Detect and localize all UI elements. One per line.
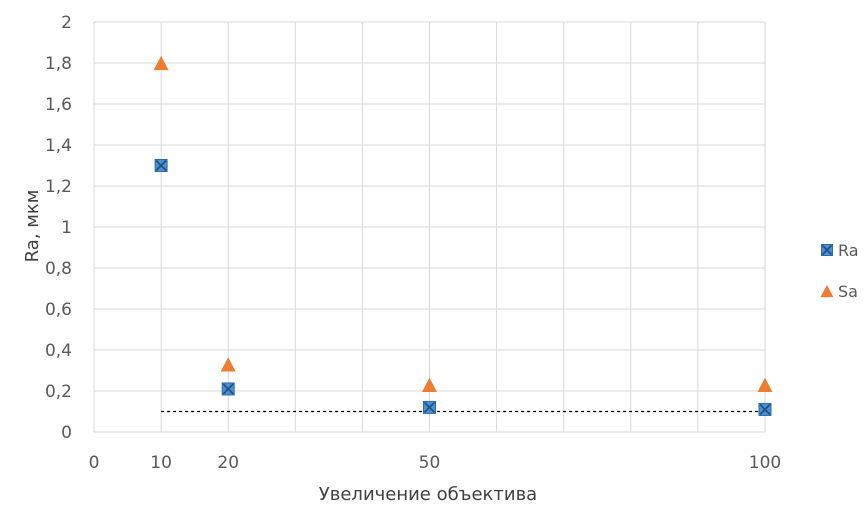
grid-lines bbox=[93, 21, 766, 433]
data-point-ra bbox=[423, 400, 436, 414]
legend: Ra Sa bbox=[820, 241, 859, 301]
legend-item-sa: Sa bbox=[820, 282, 858, 301]
legend-marker-sa bbox=[820, 284, 834, 298]
data-point-sa bbox=[757, 377, 773, 392]
y-tick-label: 0 bbox=[61, 423, 72, 443]
data-point-ra bbox=[758, 402, 772, 416]
y-tick-label: 0,6 bbox=[45, 300, 72, 320]
data-point-ra bbox=[221, 382, 235, 396]
y-tick-labels: 0 0,2 0,4 0,6 0,8 1 1,2 1,4 1,6 1,8 2 bbox=[45, 13, 72, 443]
data-point-sa bbox=[422, 377, 437, 392]
x-axis-title: Увеличение объектива bbox=[319, 484, 537, 505]
x-tick-label: 10 bbox=[150, 453, 172, 473]
x-tick-label: 20 bbox=[217, 453, 239, 473]
legend-marker-triangle bbox=[820, 284, 834, 298]
x-tick-label: 50 bbox=[419, 453, 441, 473]
y-tick-label: 1,2 bbox=[45, 177, 72, 197]
y-tick-label: 1,4 bbox=[45, 136, 72, 156]
x-tick-label: 100 bbox=[749, 453, 781, 473]
data-point-sa bbox=[153, 55, 169, 71]
y-tick-label: 0,4 bbox=[45, 341, 72, 361]
y-tick-label: 1,6 bbox=[45, 95, 72, 115]
y-tick-label: 1,8 bbox=[45, 54, 72, 74]
legend-marker-square bbox=[821, 244, 833, 256]
marker-cross bbox=[155, 159, 167, 172]
y-axis-title: Ra, мкм bbox=[22, 190, 43, 263]
marker-cross bbox=[821, 244, 833, 256]
legend-marker-ra bbox=[821, 244, 833, 256]
data-point-ra bbox=[154, 159, 168, 172]
data-points bbox=[153, 55, 773, 416]
y-tick-label: 0,2 bbox=[45, 382, 72, 402]
y-tick-label: 2 bbox=[61, 13, 72, 33]
x-tick-labels: 0 10 20 50 100 bbox=[89, 453, 782, 473]
data-point-sa bbox=[220, 357, 236, 372]
y-tick-label: 0,8 bbox=[45, 259, 72, 279]
y-tick-label: 1 bbox=[61, 218, 72, 238]
x-tick-label: 0 bbox=[89, 453, 100, 473]
legend-item-ra: Ra bbox=[821, 241, 859, 260]
legend-label-sa: Sa bbox=[838, 282, 858, 301]
legend-label-ra: Ra bbox=[838, 241, 859, 260]
marker-cross bbox=[423, 401, 436, 413]
marker-cross bbox=[759, 403, 771, 416]
marker-cross bbox=[222, 383, 234, 395]
